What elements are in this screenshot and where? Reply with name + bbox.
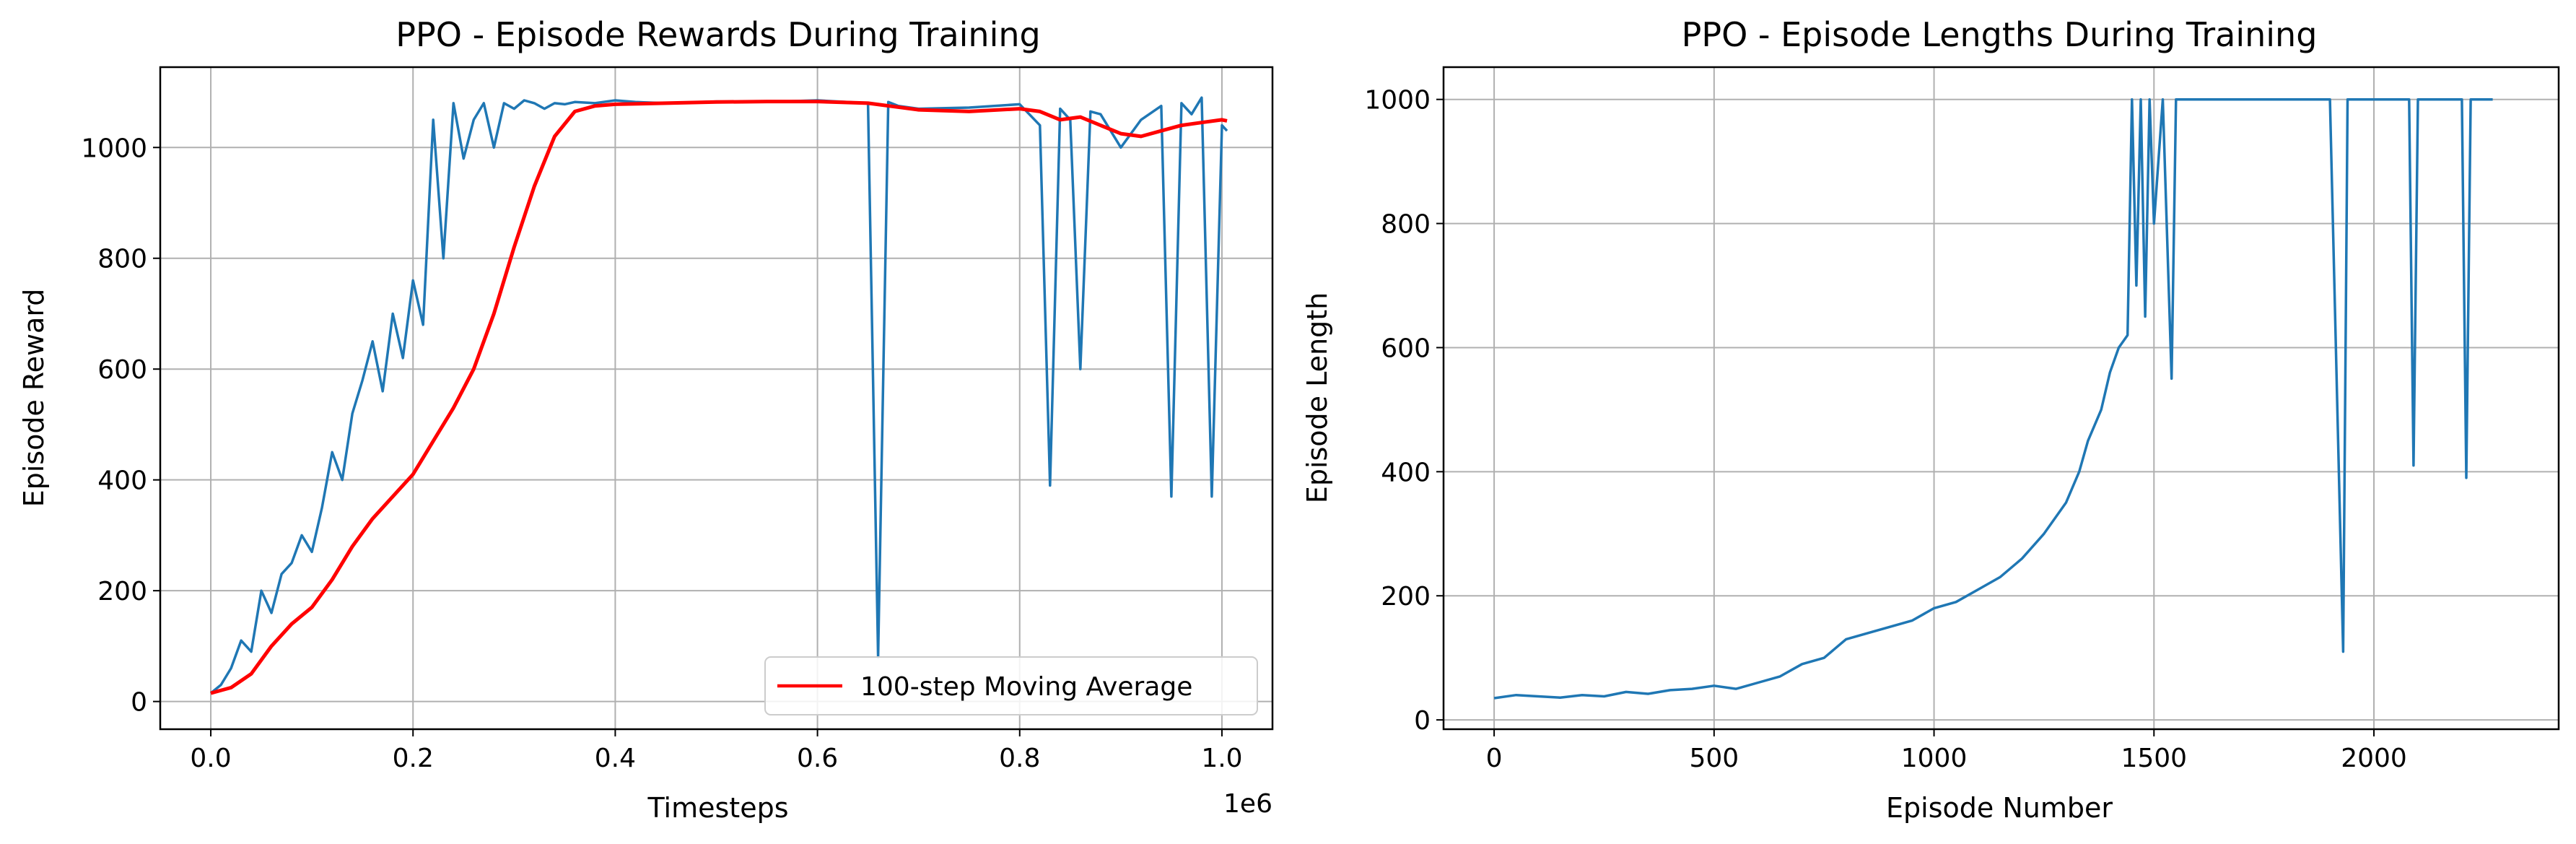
rewards-y-tick-label: 800 [97, 245, 147, 274]
rewards-x-ticks: 0.0 0.2 0.4 0.6 0.8 1.0 [190, 729, 1243, 773]
lengths-x-tick-label: 2000 [2341, 744, 2407, 773]
lengths-grid [1444, 67, 2559, 729]
rewards-legend-box [764, 656, 1258, 715]
lengths-chart-title: PPO - Episode Lengths During Training [1682, 15, 2318, 54]
rewards-axes-frame [159, 66, 1274, 731]
lengths-y-tick-label: 600 [1381, 334, 1431, 363]
lengths-axes-frame [1442, 66, 2560, 731]
lengths-x-tick-label: 0 [1486, 744, 1503, 773]
rewards-moving-average-series-line [210, 100, 1228, 695]
rewards-plot-area [209, 96, 1228, 695]
rewards-x-tick-label: 0.8 [999, 744, 1040, 773]
rewards-legend: 100-step Moving Average [764, 656, 1258, 715]
lengths-plot-area [1493, 97, 2493, 700]
rewards-raw-series-line [209, 96, 1228, 695]
lengths-y-tick-label: 1000 [1364, 86, 1431, 116]
lengths-y-tick-label: 400 [1381, 458, 1431, 487]
rewards-x-tick-label: 0.0 [190, 744, 231, 773]
lengths-x-tick-label: 500 [1689, 744, 1739, 773]
rewards-y-tick-label: 600 [97, 355, 147, 385]
rewards-x-tick-label: 0.4 [595, 744, 636, 773]
rewards-y-tick-label: 400 [97, 466, 147, 496]
lengths-x-tick-label: 1500 [2121, 744, 2187, 773]
rewards-chart-title: PPO - Episode Rewards During Training [396, 15, 1040, 54]
moving-average-legend-label: 100-step Moving Average [860, 672, 1192, 702]
lengths-x-ticks: 0 500 1000 1500 2000 [1486, 729, 2407, 773]
lengths-chart: PPO - Episode Lengths During Training Ep… [1301, 15, 2560, 824]
lengths-y-tick-label: 0 [1414, 706, 1431, 736]
lengths-y-ticks: 0 200 400 600 800 1000 [1364, 86, 1444, 736]
rewards-y-tick-label: 1000 [81, 134, 147, 163]
rewards-y-tick-label: 0 [131, 688, 147, 718]
lengths-x-tick-label: 1000 [1901, 744, 1968, 773]
rewards-x-axis-label: Timesteps [647, 792, 789, 824]
lengths-y-tick-label: 200 [1381, 582, 1431, 612]
rewards-y-ticks: 0 200 400 600 800 1000 [81, 134, 160, 718]
rewards-x-offset-text: 1e6 [1223, 789, 1272, 819]
lengths-y-axis-label: Episode Length [1301, 292, 1333, 503]
lengths-x-axis-label: Episode Number [1886, 792, 2113, 824]
rewards-x-tick-label: 1.0 [1201, 744, 1242, 773]
rewards-grid [160, 67, 1272, 729]
lengths-y-tick-label: 800 [1381, 210, 1431, 240]
rewards-x-tick-label: 0.6 [797, 744, 838, 773]
lengths-raw-series-line [1493, 97, 2493, 700]
rewards-y-axis-label: Episode Reward [18, 289, 50, 508]
rewards-chart: PPO - Episode Rewards During Training Ti… [18, 15, 1274, 824]
rewards-y-tick-label: 200 [97, 577, 147, 606]
rewards-x-tick-label: 0.2 [393, 744, 434, 773]
